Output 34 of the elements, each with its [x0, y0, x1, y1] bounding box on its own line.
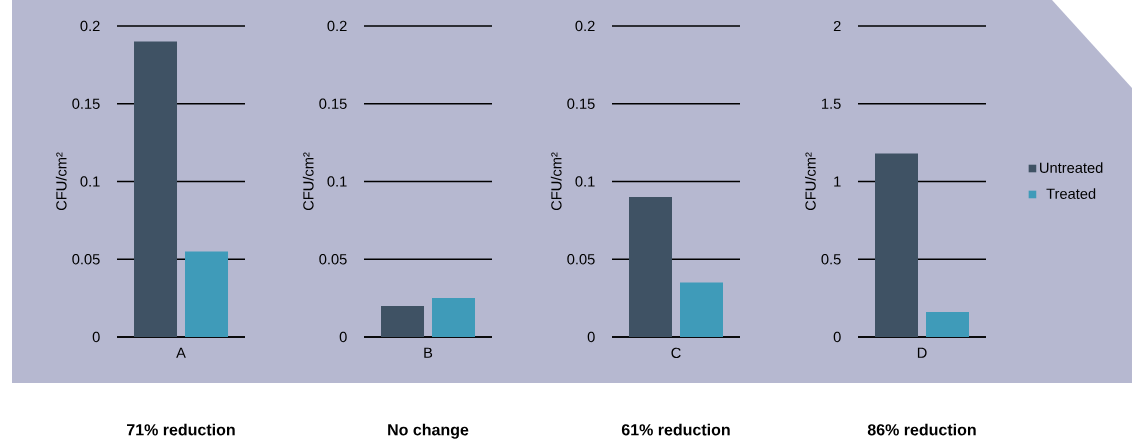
y-tick-label: 0.2 [80, 20, 100, 32]
y-tick-label: 1 [834, 176, 841, 187]
y-tick-label: 0.5 [821, 254, 841, 265]
y-tick-label: 0 [92, 331, 100, 343]
y-axis-title: CFU/cm² [55, 152, 67, 210]
y-tick-label: 0.2 [327, 20, 347, 32]
y-tick-label: 0.1 [327, 176, 347, 187]
text: 61% reduction [621, 423, 730, 436]
x-tick-label: D [917, 347, 927, 358]
y-tick-label: 0.05 [319, 254, 347, 265]
y-axis-title: CFU/cm² [550, 152, 562, 210]
y-tick-label: 0.05 [567, 254, 595, 265]
x-tick-label: C [671, 347, 681, 359]
y-tick-label: 0.2 [575, 20, 595, 32]
y-tick-label: 0 [339, 331, 347, 343]
legend-label: Untreated [1040, 162, 1103, 173]
y-tick-label: 0.1 [575, 176, 595, 187]
text: 71% reduction [127, 423, 235, 436]
y-tick-label: 1.5 [822, 98, 841, 109]
x-tick-label: B [424, 347, 433, 358]
y-tick-label: 0 [833, 331, 841, 343]
y-tick-label: 0.15 [319, 98, 347, 109]
y-tick-label: 0.15 [567, 98, 595, 109]
y-tick-label: 0.1 [80, 176, 100, 187]
legend-label: Treated [1046, 188, 1096, 199]
y-tick-label: 0.05 [72, 254, 100, 265]
y-tick-label: 0 [587, 331, 595, 343]
x-tick-label: A [176, 347, 186, 358]
y-axis-title: CFU/cm² [302, 152, 314, 210]
text: No change [388, 423, 469, 439]
y-tick-label: 2 [833, 20, 841, 32]
y-tick-label: 0.15 [72, 98, 100, 109]
text: 86% reduction [867, 423, 976, 436]
y-axis-title: CFU/cm² [804, 152, 816, 210]
